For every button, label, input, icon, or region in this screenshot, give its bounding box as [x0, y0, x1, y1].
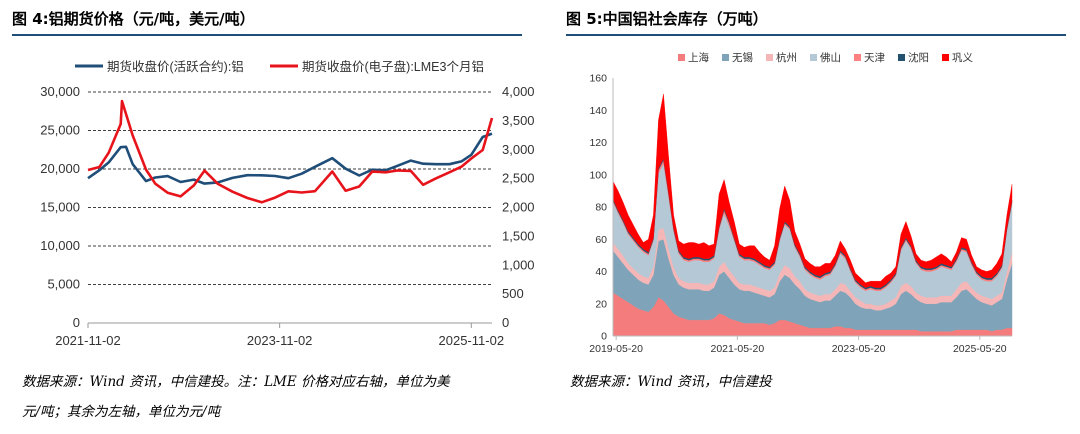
- left-chart-title: 图 4:铝期货价格（元/吨，美元/吨）: [12, 10, 255, 28]
- y-tick-label: 120: [589, 137, 607, 149]
- right-y-tick-label: 3,000: [502, 142, 535, 157]
- left-y-tick-label: 0: [73, 315, 80, 330]
- legend-label: 沈阳: [908, 51, 929, 64]
- y-tick-label: 60: [595, 234, 607, 246]
- area-巩义: [612, 94, 1013, 288]
- right-y-tick-label: 4,000: [502, 84, 535, 99]
- legend-swatch: [722, 54, 729, 61]
- y-tick-label: 20: [595, 298, 607, 310]
- y-tick-label: 40: [595, 266, 607, 278]
- legend-label: 期货收盘价(电子盘):LME3个月铝: [302, 59, 484, 74]
- legend-label: 天津: [864, 52, 885, 64]
- y-tick-label: 140: [589, 105, 607, 117]
- legend-swatch: [678, 54, 685, 61]
- left-source-note-line1: 数据来源：Wind 资讯，中信建投。注：LME 价格对应右轴，单位为美: [22, 374, 450, 390]
- legend-label: 无锡: [732, 51, 753, 64]
- legend-label: 佛山: [820, 51, 841, 64]
- right-title-rule: [566, 34, 1066, 36]
- right-y-tick-label: 2,000: [502, 200, 535, 215]
- legend-label: 期货收盘价(活跃合约):铝: [107, 59, 244, 74]
- y-tick-label: 160: [589, 73, 607, 85]
- right-y-tick-label: 2,500: [502, 171, 535, 186]
- right-chart-title: 图 5:中国铝社会库存（万吨）: [566, 10, 768, 28]
- right-y-tick-label: 0: [502, 315, 509, 330]
- aluminum-futures-price-chart: 0 5,000 10,000 15,000 20,000 25,000 30,000 0 500…: [40, 59, 535, 348]
- legend-swatch: [898, 54, 905, 61]
- aluminum-social-inventory-chart: 0 20 40 60 80 100 120 140 160 2019-05-20 2021-05-2…: [589, 51, 1013, 355]
- series-line-lme-aluminum: [87, 99, 494, 204]
- left-y-tick-label: 25,000: [40, 123, 80, 138]
- y-tick-label: 0: [601, 331, 607, 343]
- series-line-shfe-aluminum: [87, 132, 493, 185]
- legend-swatch: [942, 54, 949, 61]
- x-tick-label: 2023-11-02: [247, 333, 313, 348]
- legend-label: 杭州: [776, 51, 797, 64]
- right-source-note: 数据来源：Wind 资讯，中信建投: [570, 374, 772, 390]
- left-y-tick-label: 30,000: [40, 84, 80, 99]
- left-y-tick-label: 15,000: [40, 200, 80, 215]
- right-y-tick-label: 500: [502, 286, 524, 301]
- right-y-tick-label: 1,000: [502, 257, 535, 272]
- left-source-note-line2: 元/吨；其余为左轴，单位为元/吨: [22, 404, 221, 420]
- x-tick-label: 2025-11-02: [439, 333, 505, 348]
- left-y-tick-label: 20,000: [40, 161, 80, 176]
- x-tick-label: 2023-05-20: [832, 343, 886, 355]
- x-tick-label: 2021-05-20: [711, 343, 765, 355]
- x-tick-label: 2025-05-20: [953, 343, 1007, 355]
- right-y-tick-label: 1,500: [502, 228, 535, 243]
- x-tick-label: 2021-11-02: [55, 333, 121, 348]
- y-tick-label: 80: [595, 202, 607, 214]
- right-y-tick-label: 3,500: [502, 113, 535, 128]
- legend-label: 巩义: [952, 52, 973, 64]
- legend-swatch: [766, 54, 773, 61]
- y-tick-label: 100: [589, 169, 607, 181]
- legend-label: 上海: [688, 51, 709, 64]
- left-title-rule: [12, 34, 522, 36]
- legend-swatch: [854, 54, 861, 61]
- x-tick-label: 2019-05-20: [589, 343, 643, 355]
- left-y-tick-label: 5,000: [47, 277, 80, 292]
- left-y-tick-label: 10,000: [40, 238, 80, 253]
- legend-swatch: [810, 54, 817, 61]
